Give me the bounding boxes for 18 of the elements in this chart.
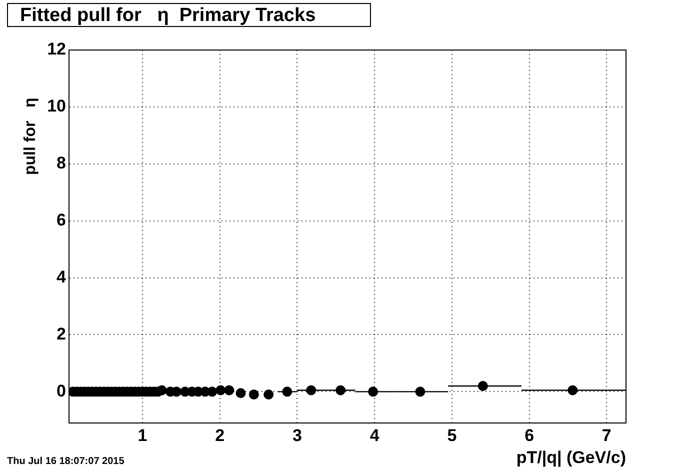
x-tick-label: 1	[138, 426, 148, 445]
x-tick-label: 4	[370, 426, 380, 445]
x-tick-label: 3	[292, 426, 302, 445]
y-tick-label: 2	[56, 324, 66, 344]
x-tick-label: 2	[215, 426, 225, 445]
y-tick-label: 0	[56, 381, 66, 400]
text: Thu Jul 16 18:07:07 2015	[7, 456, 124, 467]
y-tick-label: 10	[47, 96, 66, 116]
y-axis-title: pull for η	[22, 98, 40, 175]
x-tick-label: 5	[447, 426, 457, 445]
x-tick-label: 6	[524, 426, 534, 445]
x-axis-title: pT/|q| (GeV/c)	[516, 448, 626, 468]
chart-title: Fitted pull for η Primary Tracks	[7, 3, 371, 27]
y-tick-label: 4	[56, 267, 67, 286]
x-tick-label: 7	[602, 426, 612, 445]
y-tick-label: 6	[56, 210, 66, 230]
y-tick-label: 12	[47, 40, 66, 59]
y-tick-label: 8	[56, 154, 66, 173]
